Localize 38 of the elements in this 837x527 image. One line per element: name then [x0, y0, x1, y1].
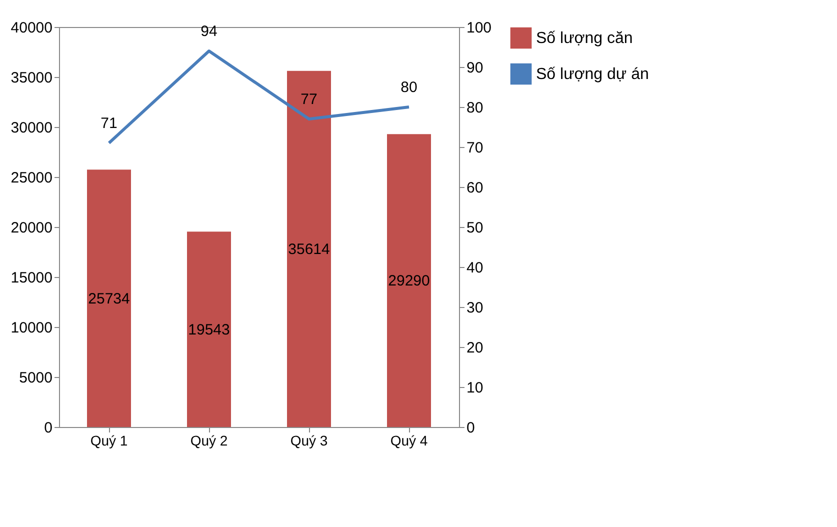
legend-label: Số lượng căn — [536, 30, 633, 47]
y2-tick-label: 0 — [466, 420, 475, 436]
y2-tick-label: 30 — [466, 300, 484, 316]
bar — [287, 70, 331, 427]
x-tick-label: Quý 1 — [90, 432, 128, 448]
legend-label: Số lượng dự án — [536, 66, 649, 83]
y2-tick-label: 80 — [466, 100, 484, 116]
y2-tick-label: 40 — [466, 260, 484, 276]
data-label: 94 — [200, 23, 218, 40]
data-label: 35614 — [288, 240, 330, 258]
y-tick-label: 40000 — [10, 20, 52, 36]
data-label: 80 — [400, 79, 418, 96]
y-tick-label: 20000 — [10, 220, 52, 236]
data-label: 25734 — [88, 290, 130, 308]
bar — [387, 134, 431, 427]
y2-tick-label: 60 — [466, 180, 484, 196]
y-tick-label: 25000 — [10, 170, 52, 186]
y-tick-label: 0 — [44, 420, 52, 436]
data-label: 29290 — [388, 272, 430, 290]
x-tick-label: Quý 3 — [290, 432, 328, 448]
data-label: 71 — [100, 115, 118, 132]
y2-tick-label: 100 — [466, 20, 492, 36]
y2-tick-label: 90 — [466, 60, 484, 76]
y-tick-label: 35000 — [10, 70, 52, 86]
data-label: 77 — [300, 91, 318, 108]
y2-tick-label: 70 — [466, 140, 484, 156]
bar — [187, 232, 231, 427]
y-tick-label: 5000 — [19, 370, 52, 386]
y2-tick-label: 10 — [466, 380, 484, 396]
y-tick-label: 30000 — [10, 120, 52, 136]
y2-tick-label: 50 — [466, 220, 484, 236]
bar — [87, 170, 131, 427]
y-tick-label: 15000 — [10, 270, 52, 286]
x-tick-label: Quý 2 — [190, 432, 228, 448]
x-tick-label: Quý 4 — [390, 432, 428, 448]
data-label: 19543 — [188, 321, 230, 338]
y2-tick-label: 20 — [466, 340, 484, 356]
y-tick-label: 10000 — [10, 320, 52, 336]
